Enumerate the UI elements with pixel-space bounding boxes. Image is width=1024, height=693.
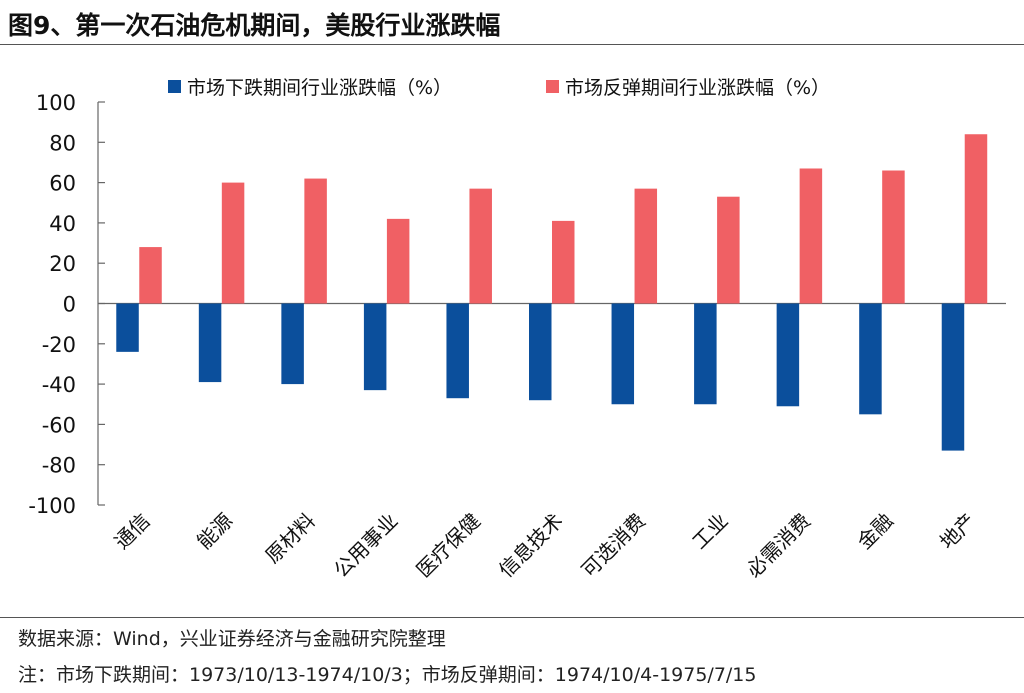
bar-rebound [799, 168, 823, 304]
title-divider [0, 44, 1024, 45]
bar-decline [941, 303, 965, 451]
x-tick-label: 信息技术 [494, 509, 568, 583]
y-tick-label: -60 [42, 413, 76, 437]
legend-label: 市场下跌期间行业涨跌幅（%） [187, 77, 452, 99]
legend-label: 市场反弹期间行业涨跌幅（%） [565, 77, 830, 99]
x-tick-label: 原材料 [261, 509, 320, 568]
bar-rebound [386, 218, 410, 304]
x-tick-label: 金融 [852, 509, 897, 554]
x-tick-label: 公用事业 [329, 509, 403, 583]
source-divider [0, 617, 1024, 618]
bar-decline [859, 303, 882, 415]
bar-decline [281, 303, 304, 385]
x-tick-label: 必需消费 [742, 509, 816, 583]
x-tick-label: 地产 [935, 509, 980, 554]
y-tick-label: -40 [42, 373, 76, 397]
bar-rebound [221, 182, 245, 304]
bar-rebound [882, 170, 905, 304]
bar-decline [694, 303, 717, 405]
bar-decline [446, 303, 469, 399]
x-tick-label: 通信 [110, 509, 155, 554]
legend-swatch [168, 80, 181, 93]
bar-decline [776, 303, 800, 407]
x-tick-label: 工业 [687, 509, 732, 554]
bar-decline [363, 303, 387, 391]
x-tick-label: 可选消费 [577, 509, 651, 583]
bar-decline [198, 303, 222, 383]
bar-decline [116, 303, 139, 352]
y-tick-label: 40 [49, 212, 76, 236]
x-tick-label: 医疗保健 [411, 509, 485, 583]
y-tick-label: -80 [42, 454, 76, 478]
source-text: 数据来源：Wind，兴业证券经济与金融研究院整理 [18, 628, 446, 650]
bar-rebound [634, 188, 658, 304]
bar-rebound [139, 247, 162, 304]
bar-decline [611, 303, 635, 405]
bar-decline [529, 303, 552, 401]
legend-swatch [546, 80, 559, 93]
bar-chart: 100 80 60 40 20 0 -20 -40 -60 -80 -100 通信 能源 原材料 公用事业医… [28, 77, 1006, 583]
bar-rebound [304, 178, 327, 304]
y-tick-label: 80 [49, 131, 76, 155]
y-tick-label: 100 [36, 91, 76, 115]
bar-rebound [552, 220, 575, 304]
figure-title: 图9、第一次石油危机期间，美股行业涨跌幅 [8, 11, 501, 40]
bar-rebound [717, 196, 740, 304]
y-tick-label: 0 [63, 293, 76, 317]
footnote-text: 注：市场下跌期间：1973/10/13-1974/10/3；市场反弹期间：197… [18, 664, 757, 686]
y-tick-label: -20 [42, 333, 76, 357]
y-tick-label: 60 [49, 172, 76, 196]
bar-rebound [469, 188, 492, 304]
bar-rebound [964, 134, 988, 304]
x-tick-label: 能源 [192, 509, 237, 554]
y-tick-label: 20 [49, 252, 76, 276]
y-tick-label: -100 [28, 494, 76, 518]
